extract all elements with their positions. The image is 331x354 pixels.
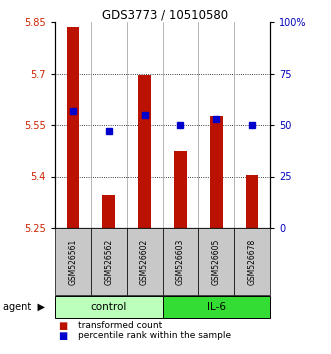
Text: ■: ■: [58, 331, 68, 341]
Text: agent  ▶: agent ▶: [3, 302, 45, 312]
Bar: [103, 195, 115, 228]
Text: GDS3773 / 10510580: GDS3773 / 10510580: [102, 8, 229, 21]
Text: ■: ■: [58, 321, 68, 331]
Text: GSM526678: GSM526678: [248, 238, 257, 285]
Bar: [138, 75, 151, 228]
Text: GSM526602: GSM526602: [140, 238, 149, 285]
Text: control: control: [91, 302, 127, 312]
Text: IL-6: IL-6: [207, 302, 226, 312]
Text: GSM526561: GSM526561: [69, 238, 77, 285]
Text: percentile rank within the sample: percentile rank within the sample: [78, 331, 231, 341]
Bar: [174, 151, 187, 228]
Text: GSM526605: GSM526605: [212, 238, 221, 285]
Bar: [67, 27, 79, 228]
Text: GSM526562: GSM526562: [104, 238, 113, 285]
Bar: [210, 116, 222, 228]
Bar: [246, 175, 259, 228]
Text: GSM526603: GSM526603: [176, 238, 185, 285]
Text: transformed count: transformed count: [78, 321, 163, 331]
